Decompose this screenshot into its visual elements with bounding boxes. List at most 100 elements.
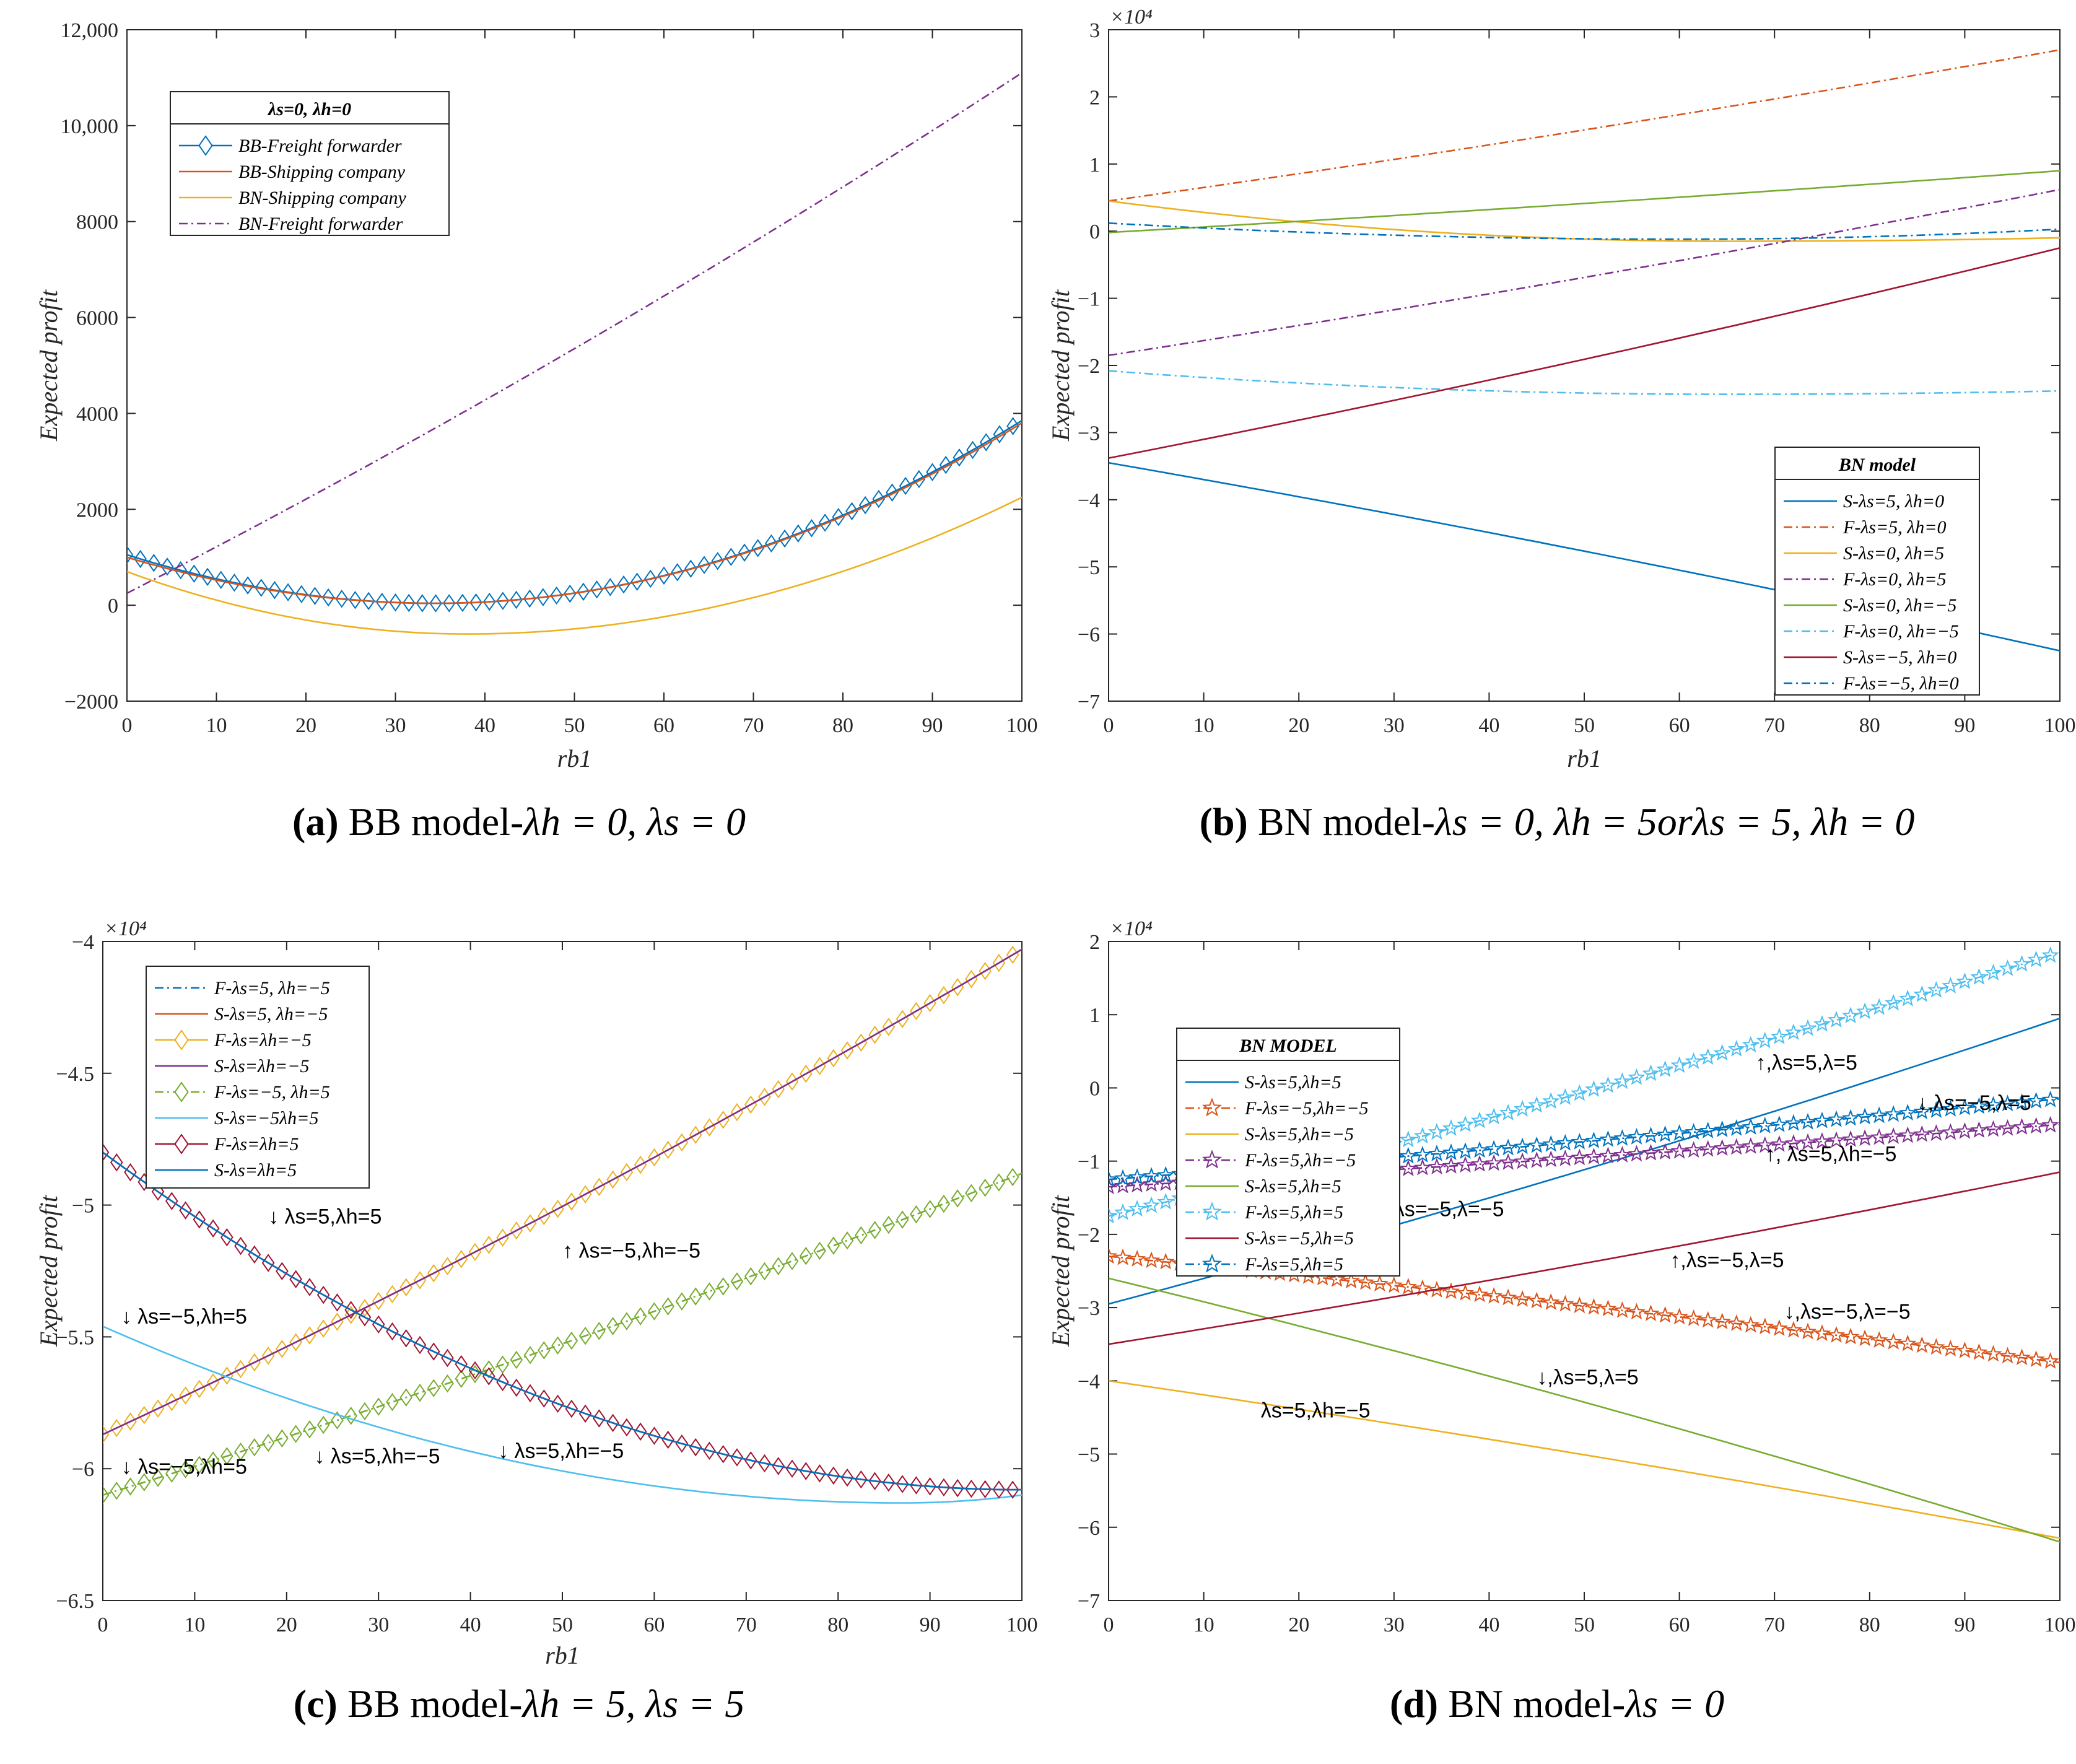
- series-marker-6: [896, 1475, 909, 1493]
- series-marker-3: [2041, 1116, 2059, 1133]
- x-tick-label: 80: [832, 714, 853, 737]
- series-marker-0: [188, 564, 201, 583]
- series-marker-6: [537, 1389, 551, 1408]
- series-marker-3: [1556, 1149, 1574, 1166]
- legend-entry-4: S-λs=0, λh=−5: [1843, 595, 1956, 616]
- series-marker-7: [1870, 1106, 1888, 1124]
- series-marker-3: [1399, 1159, 1418, 1177]
- caption-d-text: BN model-: [1448, 1682, 1626, 1726]
- legend-entry-7: F-λs=5,λh=5: [1244, 1254, 1343, 1275]
- series-marker-0: [603, 578, 617, 596]
- series-marker-3: [1656, 1143, 1674, 1160]
- series-marker-5: [2041, 946, 2059, 963]
- series-marker-0: [536, 588, 550, 606]
- series-marker-7: [1956, 1098, 1974, 1116]
- annotation-2: ↓ λs=−5,λh=5: [121, 1305, 247, 1329]
- legend-entry-2: BN-Shipping company: [238, 188, 406, 208]
- series-marker-3: [1585, 1147, 1603, 1164]
- series-marker-4: [675, 1292, 689, 1311]
- series-marker-4: [758, 1262, 771, 1281]
- series-marker-1: [1428, 1280, 1446, 1298]
- series-marker-5: [1770, 1028, 1788, 1044]
- series-marker-5: [1613, 1072, 1631, 1089]
- series-marker-3: [1642, 1143, 1660, 1161]
- series-marker-1: [1142, 1251, 1161, 1268]
- series-marker-1: [2013, 1348, 2031, 1366]
- series-marker-2: [179, 1386, 192, 1405]
- series-marker-4: [593, 1322, 606, 1340]
- series-marker-5: [1670, 1056, 1688, 1073]
- series-marker-0: [953, 448, 966, 467]
- legend-entry-1: BB-Shipping company: [238, 162, 406, 182]
- series-marker-0: [268, 581, 281, 600]
- series-marker-3: [1513, 1152, 1532, 1169]
- legend-entry-4: F-λs=−5, λh=5: [214, 1082, 330, 1102]
- x-tick-label: 70: [1764, 1613, 1785, 1636]
- legend-entry-4: S-λs=5,λh=5: [1245, 1176, 1341, 1197]
- series-marker-6: [468, 1361, 482, 1380]
- series-marker-3: [1770, 1135, 1788, 1152]
- caption-a-math: λh = 0, λs = 0: [523, 800, 746, 844]
- series-marker-3: [1699, 1140, 1717, 1157]
- series-marker-4: [137, 1473, 151, 1491]
- series-marker-3: [1784, 1134, 1802, 1151]
- series-marker-3: [1899, 1126, 1917, 1143]
- series-marker-7: [1456, 1142, 1475, 1159]
- chart-b: 0 10 20 30 40 50 60 70 80 90 100 −7 −6 −5 −4 −3 −2 −1 0 1 2 3…: [1047, 6, 2076, 772]
- series-marker-3: [1128, 1176, 1146, 1193]
- legend-entry-0: BB-Freight forwarder: [238, 136, 402, 156]
- series-marker-1: [1128, 1250, 1146, 1267]
- series-marker-3: [1984, 1120, 2002, 1137]
- series-marker-0: [818, 513, 832, 532]
- series-marker-3: [1913, 1125, 1931, 1142]
- series-marker-1: [1371, 1275, 1389, 1291]
- series-marker-0: [671, 563, 684, 582]
- x-tick-label: 80: [1859, 714, 1880, 737]
- series-marker-0: [482, 592, 496, 611]
- series-line-5: [1109, 370, 2060, 395]
- annotation-0: ↑,λs=5,λ=5: [1755, 1051, 1857, 1075]
- series-marker-4: [979, 1178, 992, 1197]
- series-marker-0: [550, 586, 563, 605]
- legend-entry-3: BN-Freight forwarder: [238, 214, 403, 234]
- series-marker-0: [939, 455, 953, 474]
- y-tick-label: −4.5: [56, 1063, 94, 1086]
- series-marker-7: [1827, 1110, 1846, 1127]
- x-tick-label: 60: [1669, 1613, 1690, 1636]
- series-marker-1: [1885, 1332, 1903, 1350]
- series-marker-7: [1628, 1128, 1646, 1145]
- series-marker-7: [1428, 1145, 1446, 1161]
- series-marker-1: [1599, 1299, 1617, 1317]
- series-marker-1: [1670, 1308, 1688, 1325]
- series-marker-3: [1599, 1146, 1617, 1164]
- y-tick-label: −6: [1078, 1517, 1100, 1540]
- series-marker-3: [1927, 1124, 1945, 1142]
- series-marker-6: [523, 1384, 537, 1403]
- series-marker-5: [1813, 1015, 1831, 1032]
- series-marker-4: [523, 1346, 537, 1364]
- series-marker-4: [854, 1226, 868, 1245]
- series-marker-6: [992, 1480, 1006, 1499]
- series-marker-5: [1870, 998, 1888, 1015]
- series-marker-4: [344, 1407, 358, 1425]
- series-marker-4: [276, 1429, 289, 1448]
- series-marker-5: [1899, 989, 1917, 1006]
- legend-entry-6: F-λs=λh=5: [214, 1134, 299, 1155]
- series-marker-4: [578, 1326, 592, 1345]
- series-marker-6: [565, 1399, 578, 1418]
- series-marker-4: [510, 1350, 523, 1369]
- series-marker-0: [617, 575, 630, 594]
- series-marker-1: [1342, 1272, 1360, 1289]
- y-tick-label: 8000: [76, 211, 118, 234]
- legend-marker-2: [174, 1029, 189, 1050]
- series-marker-4: [992, 1173, 1006, 1192]
- series-marker-0: [214, 570, 228, 589]
- series-marker-1: [1856, 1329, 1874, 1347]
- series-marker-0: [563, 584, 577, 603]
- series-marker-4: [868, 1221, 881, 1239]
- caption-c-math: λh = 5, λs = 5: [522, 1682, 745, 1726]
- series-marker-6: [813, 1464, 826, 1483]
- series-marker-4: [427, 1379, 440, 1397]
- y-tick-label: −5: [1078, 1444, 1100, 1467]
- y-axis-label: Expected profit: [1047, 1195, 1075, 1347]
